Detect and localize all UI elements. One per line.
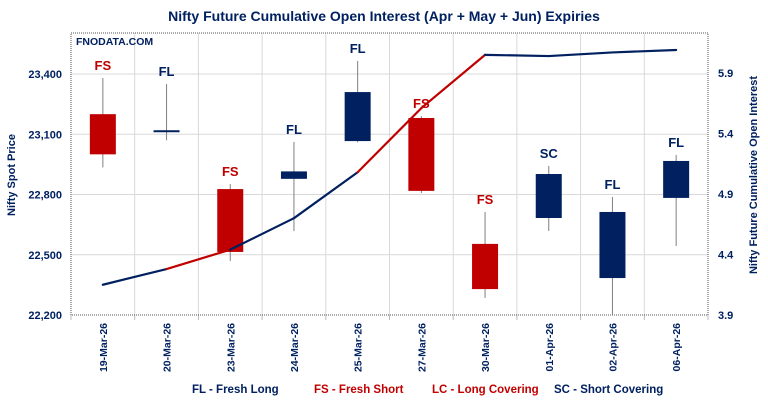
candle-label: FL: [605, 177, 621, 192]
candle-body: [280, 171, 307, 179]
x-tick-label: 19-Mar-26: [98, 323, 110, 372]
open-interest-line: [101, 48, 678, 286]
x-axis: 19-Mar-26 20-Mar-26 23-Mar-26 24-Mar-26 25-M…: [98, 323, 683, 372]
y-tick-label: 22,800: [28, 190, 62, 202]
y-axis-label: Nifty Spot Price: [6, 134, 18, 216]
x-tick-label: 24-Mar-26: [289, 323, 301, 372]
chart-title: Nifty Future Cumulative Open Interest (A…: [168, 8, 600, 24]
y-axis-left: 22,200 22,500 22,800 23,100 23,400: [28, 69, 62, 322]
oi-line-segment: [547, 51, 614, 58]
y2-tick-label: 3.9: [718, 310, 733, 322]
y2-axis-label: Nifty Future Cumulative Open Interest: [748, 76, 760, 274]
legend: FL - Fresh Long FS - Fresh Short LC - Long…: [192, 384, 663, 396]
candle-body: [599, 211, 626, 279]
legend-item: SC - Short Covering: [554, 384, 663, 396]
candle-label: FL: [668, 135, 684, 150]
candle-body: [217, 189, 244, 252]
x-tick-label: 27-Mar-26: [416, 323, 428, 372]
x-tick-label: 06-Apr-26: [671, 323, 683, 372]
candle-body: [663, 160, 690, 198]
candle-body: [153, 130, 180, 133]
y2-tick-label: 5.9: [718, 68, 733, 80]
candle-label: SC: [540, 146, 559, 161]
x-tick-label: 20-Mar-26: [162, 323, 174, 372]
candle-label: FS: [95, 58, 112, 73]
x-tick-label: 02-Apr-26: [607, 323, 619, 372]
x-tick-label: 30-Mar-26: [480, 323, 492, 372]
y-tick-label: 23,400: [28, 69, 62, 81]
oi-line-segment: [483, 53, 550, 58]
oi-line-segment: [611, 48, 678, 54]
x-tick-label: 25-Mar-26: [353, 323, 365, 372]
candle-label: FS: [413, 96, 430, 111]
y2-tick-label: 4.4: [718, 250, 734, 262]
candle-label: FS: [477, 192, 494, 207]
y2-tick-label: 5.4: [718, 129, 734, 141]
y2-tick-label: 4.9: [718, 189, 733, 201]
candle-body: [408, 117, 435, 191]
plot-border: [70, 32, 709, 316]
x-tick-label: 23-Mar-26: [225, 323, 237, 372]
candles: FS FL FS FL FL FS FS SC FL FL: [89, 41, 690, 315]
candle-label: FL: [350, 41, 366, 56]
legend-item: FL - Fresh Long: [192, 384, 279, 396]
oi-line-segment: [229, 217, 296, 251]
grid: [70, 33, 709, 320]
watermark: FNODATA.COM: [76, 36, 153, 48]
legend-item: FS - Fresh Short: [314, 384, 404, 396]
x-tick-label: 01-Apr-26: [544, 323, 556, 372]
candle-label: FL: [159, 64, 175, 79]
y-axis-right: 3.9 4.4 4.9 5.4 5.9: [718, 68, 734, 322]
oi-line-segment: [292, 171, 359, 220]
oi-line-segment: [420, 53, 487, 110]
oi-line-segment: [101, 267, 168, 286]
y-tick-label: 23,100: [28, 129, 62, 141]
candle-body: [472, 243, 499, 290]
y-tick-label: 22,500: [28, 250, 62, 262]
oi-line-segment: [356, 106, 423, 174]
legend-item: LC - Long Covering: [432, 384, 539, 396]
y-tick-label: 22,200: [28, 310, 62, 322]
oi-line-segment: [165, 248, 232, 271]
candle-label: FS: [222, 164, 239, 179]
candle-body: [535, 174, 562, 218]
candle-label: FL: [286, 122, 302, 137]
candle-body: [344, 92, 371, 142]
candle-body: [89, 114, 116, 155]
